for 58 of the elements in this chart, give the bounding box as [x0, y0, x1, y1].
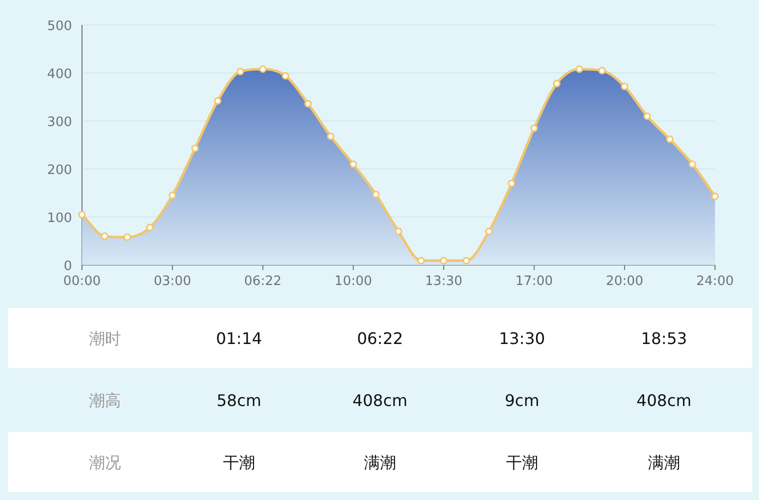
text: 18:53 [640, 329, 688, 348]
point [553, 80, 560, 88]
text: 9cm [504, 391, 540, 410]
point [146, 224, 154, 232]
text: 408cm [636, 391, 692, 410]
text: 潮况 [89, 453, 121, 472]
text: 06:22 [356, 329, 404, 348]
x-tick-label: 06:22 [244, 274, 282, 289]
point [123, 233, 131, 241]
point [440, 256, 448, 264]
point [417, 256, 425, 264]
point [643, 112, 651, 120]
point [350, 160, 358, 168]
point [236, 68, 244, 76]
point [326, 132, 334, 140]
text: 潮高 [89, 391, 121, 410]
point [78, 210, 86, 218]
text: 满潮 [648, 453, 680, 472]
point [508, 180, 516, 188]
y-tick-label: 400 [47, 67, 72, 82]
x-tick-label: 03:00 [154, 274, 192, 289]
point [394, 228, 402, 236]
y-tick-label: 100 [47, 211, 72, 226]
y-tick-label: 500 [47, 19, 72, 34]
x-tick-label: 00:00 [63, 274, 101, 289]
point [100, 232, 108, 240]
text: 干潮 [223, 453, 255, 472]
point [462, 256, 470, 264]
point [485, 228, 493, 236]
x-tick-label: 24:00 [696, 274, 734, 289]
y-tick-label: 300 [47, 115, 72, 130]
point [530, 124, 538, 132]
point [259, 65, 267, 73]
y-tick-label: 200 [47, 163, 72, 178]
x-tick-label: 20:00 [606, 274, 644, 289]
point [576, 65, 584, 73]
point [711, 192, 719, 200]
point [214, 97, 222, 105]
x-tick-label: 17:00 [515, 274, 553, 289]
x-tick-label: 13:30 [424, 274, 462, 289]
point [688, 160, 696, 168]
point [304, 100, 312, 108]
text: 满潮 [364, 453, 396, 472]
text: 01:14 [216, 329, 262, 348]
point [620, 82, 628, 90]
point [168, 192, 176, 200]
text: 408cm [352, 391, 408, 410]
point [372, 190, 380, 198]
y-tick-label: 0 [64, 259, 72, 274]
point [282, 72, 290, 80]
text: 干潮 [506, 453, 538, 472]
text: 潮时 [89, 329, 121, 348]
point [191, 144, 199, 152]
point [666, 135, 674, 143]
text: 58cm [216, 391, 262, 410]
point [598, 66, 606, 74]
x-tick-label: 10:00 [334, 274, 372, 289]
text: 13:30 [498, 329, 546, 348]
